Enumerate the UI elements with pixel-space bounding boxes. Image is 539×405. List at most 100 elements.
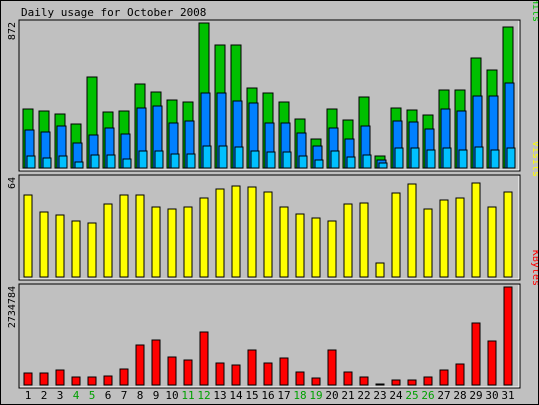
- pages-bar-day-30: [490, 149, 500, 169]
- visits-bar-day-27: [439, 199, 449, 278]
- kbytes-bar-day-18: [295, 371, 305, 386]
- kbytes-bar-day-9: [151, 339, 161, 386]
- visits-bar-day-7: [119, 194, 129, 278]
- kbytes-legend-label: KBytes: [530, 250, 538, 286]
- x-label-day-6: 6: [105, 389, 112, 402]
- x-label-day-18: 18: [293, 389, 306, 402]
- chart-title: Daily usage for October 2008: [21, 6, 206, 19]
- x-label-day-10: 10: [165, 389, 178, 402]
- visits-bar-day-21: [343, 203, 353, 278]
- kbytes-bar-day-29: [471, 322, 481, 386]
- pages-bar-day-27: [442, 147, 452, 169]
- visits-bar-day-28: [455, 197, 465, 278]
- pages-bar-day-24: [394, 147, 404, 169]
- visits-bar-day-22: [359, 202, 369, 278]
- pages-bar-day-21: [346, 156, 356, 169]
- x-label-day-1: 1: [25, 389, 32, 402]
- kbytes-bar-day-5: [87, 376, 97, 386]
- kbytes-bar-day-3: [55, 369, 65, 386]
- pages-bar-day-2: [42, 157, 52, 169]
- pages-bar-day-14: [234, 146, 244, 169]
- x-label-day-7: 7: [121, 389, 128, 402]
- kbytes-bar-day-2: [39, 372, 49, 386]
- x-label-day-17: 17: [277, 389, 290, 402]
- visits-bar-day-3: [55, 214, 65, 278]
- pages-bar-day-23: [378, 162, 388, 169]
- pages-bar-day-5: [90, 154, 100, 169]
- visits-bar-day-2: [39, 211, 49, 278]
- hits-files-pages-legend-part-4: Hits: [530, 1, 538, 22]
- visits-bar-day-16: [263, 191, 273, 278]
- visits-bar-day-18: [295, 213, 305, 278]
- hits-files-pages-panel: 872 Pages/Files/Hits: [7, 1, 538, 172]
- kbytes-bar-day-8: [135, 344, 145, 386]
- visits-bar-day-15: [247, 186, 257, 278]
- x-label-day-2: 2: [41, 389, 48, 402]
- pages-bar-day-15: [250, 150, 260, 169]
- x-label-day-22: 22: [357, 389, 370, 402]
- visits-panel: 64 Visits: [7, 141, 538, 281]
- x-label-day-31: 31: [501, 389, 514, 402]
- visits-bar-day-24: [391, 192, 401, 278]
- kbytes-bar-day-13: [215, 362, 225, 386]
- kbytes-bar-day-10: [167, 356, 177, 386]
- kbytes-bar-day-20: [327, 349, 337, 386]
- kbytes-bar-day-23: [375, 383, 385, 386]
- kbytes-legend-part-0: KBytes: [530, 250, 538, 286]
- visits-bar-day-1: [23, 194, 33, 278]
- x-label-day-30: 30: [485, 389, 498, 402]
- x-label-day-8: 8: [137, 389, 144, 402]
- visits-bar-day-29: [471, 182, 481, 278]
- pages-bar-day-22: [362, 154, 372, 169]
- pages-bar-day-8: [138, 150, 148, 169]
- x-label-day-11: 11: [181, 389, 194, 402]
- visits-bar-day-23: [375, 262, 385, 278]
- pages-bar-day-13: [218, 145, 228, 169]
- x-label-day-19: 19: [309, 389, 322, 402]
- kbytes-bar-day-12: [199, 331, 209, 386]
- visits-bar-day-20: [327, 220, 337, 278]
- pages-bar-day-17: [282, 151, 292, 169]
- x-label-day-28: 28: [453, 389, 466, 402]
- kbytes-bar-day-6: [103, 375, 113, 386]
- kbytes-bar-day-19: [311, 377, 321, 386]
- visits-bar-day-4: [71, 220, 81, 278]
- kbytes-bar-day-14: [231, 364, 241, 386]
- visits-bar-day-26: [423, 208, 433, 278]
- kbytes-bar-day-4: [71, 376, 81, 386]
- x-axis-labels: 1 2 3 4 5 6 7 8 9 10 11 12 13 14 15 16 17 18 19 20 21 22 23 24 2…: [25, 389, 515, 402]
- visits-bar-day-12: [199, 197, 209, 278]
- visits-bar-day-17: [279, 206, 289, 278]
- pages-bar-day-18: [298, 155, 308, 169]
- kbytes-bar-day-26: [423, 376, 433, 386]
- pages-bar-day-12: [202, 145, 212, 169]
- x-label-day-4: 4: [73, 389, 80, 402]
- visits-bar-day-14: [231, 185, 241, 278]
- visits-bar-day-25: [407, 183, 417, 278]
- x-label-day-5: 5: [89, 389, 96, 402]
- visits-bar-day-10: [167, 208, 177, 278]
- x-label-day-20: 20: [325, 389, 338, 402]
- visits-bar-day-6: [103, 203, 113, 278]
- x-label-day-29: 29: [469, 389, 482, 402]
- x-label-day-25: 25: [405, 389, 418, 402]
- visits-bar-day-8: [135, 194, 145, 278]
- x-label-day-13: 13: [213, 389, 226, 402]
- x-label-day-14: 14: [229, 389, 243, 402]
- x-label-day-3: 3: [57, 389, 64, 402]
- visits-bar-day-31: [503, 191, 513, 278]
- kbytes-bar-day-15: [247, 349, 257, 386]
- hits-files-pages-ymax-label: 872: [7, 22, 18, 40]
- x-label-day-16: 16: [261, 389, 274, 402]
- kbytes-bar-day-22: [359, 376, 369, 386]
- x-label-day-23: 23: [373, 389, 386, 402]
- kbytes-bar-day-28: [455, 363, 465, 386]
- x-label-day-9: 9: [153, 389, 160, 402]
- visits-bar-day-19: [311, 217, 321, 278]
- visits-legend-part-0: Visits: [530, 141, 538, 177]
- pages-bar-day-19: [314, 159, 324, 169]
- pages-bar-day-11: [186, 153, 196, 169]
- visits-bar-day-11: [183, 206, 193, 278]
- visits-ymax-label: 64: [7, 177, 18, 189]
